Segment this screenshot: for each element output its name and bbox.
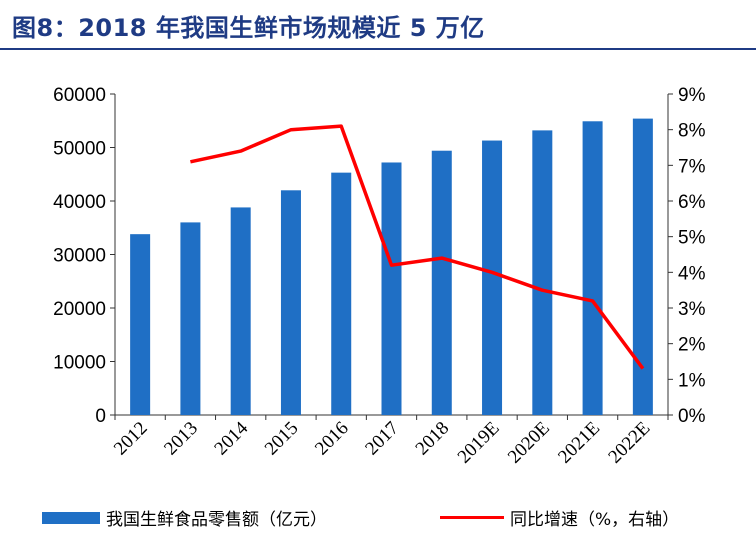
y-tick-label-right: 8% (678, 121, 706, 142)
x-tick-label: 2016 (311, 418, 353, 460)
legend-item-line: 同比增速（%，右轴） (440, 505, 679, 530)
chart-title: 图8：2018 年我国生鲜市场规模近 5 万亿 (12, 14, 485, 42)
y-tick-label-right: 3% (678, 299, 706, 320)
x-tick-label: 2018 (412, 418, 454, 460)
tick-labels: 0 10000 20000 30000 40000 50000 60000 0% 1% 2% 3% 4… (53, 85, 705, 468)
bar-2015 (280, 190, 301, 415)
x-tick-label: 2014 (210, 417, 252, 459)
y-tick-label-right: 9% (678, 85, 706, 106)
y-tick-label-right: 7% (678, 156, 706, 177)
title-divider (0, 48, 756, 50)
bar-2020E (532, 130, 553, 415)
chart-area: 0 10000 20000 30000 40000 50000 60000 0% 1% 2% 3% 4… (53, 85, 705, 468)
x-tick-label: 2020E (504, 418, 554, 468)
x-tick-label: 2013 (160, 418, 202, 460)
legend: 我国生鲜食品零售额（亿元） 同比增速（%，右轴） (42, 505, 756, 531)
bar-2012 (130, 234, 151, 415)
x-tick-label: 2019E (454, 418, 504, 468)
line-series (190, 124, 645, 370)
bar-series (130, 118, 653, 416)
x-tick-label: 2017 (361, 418, 403, 460)
legend-swatch-bar (42, 511, 100, 524)
y-tick-label-right: 1% (678, 370, 706, 391)
bar-2018 (431, 150, 452, 415)
bar-2013 (180, 222, 201, 415)
legend-label-line: 同比增速（%，右轴） (510, 510, 680, 530)
bar-2021E (582, 121, 603, 415)
y-tick-label-right: 4% (678, 263, 706, 284)
y-tick-label-left: 40000 (53, 192, 106, 213)
y-tick-label-right: 6% (678, 192, 706, 213)
legend-swatch-line (440, 516, 504, 519)
x-tick-label: 2015 (261, 418, 303, 460)
y-tick-label-left: 30000 (53, 246, 106, 267)
y-tick-label-left: 60000 (53, 85, 106, 106)
growth-rate-line (190, 124, 645, 370)
bar-2019E (482, 140, 503, 416)
y-tick-label-right: 5% (678, 228, 706, 249)
y-tick-label-right: 2% (678, 335, 706, 356)
bar-2022E (632, 118, 653, 416)
legend-item-bar: 我国生鲜食品零售额（亿元） (42, 505, 327, 530)
bar-2016 (331, 172, 352, 415)
y-tick-label-right: 0% (678, 406, 706, 427)
bar-2017 (381, 162, 402, 415)
bar-2014 (230, 207, 251, 415)
y-tick-label-left: 50000 (53, 139, 106, 160)
x-tick-label: 2021E (554, 418, 604, 468)
legend-label-bar: 我国生鲜食品零售额（亿元） (106, 510, 327, 530)
x-tick-label: 2012 (110, 418, 152, 460)
y-tick-label-left: 20000 (53, 299, 106, 320)
y-tick-label-left: 0 (95, 406, 106, 427)
y-tick-label-left: 10000 (53, 353, 106, 374)
x-tick-label: 2022E (604, 418, 654, 468)
